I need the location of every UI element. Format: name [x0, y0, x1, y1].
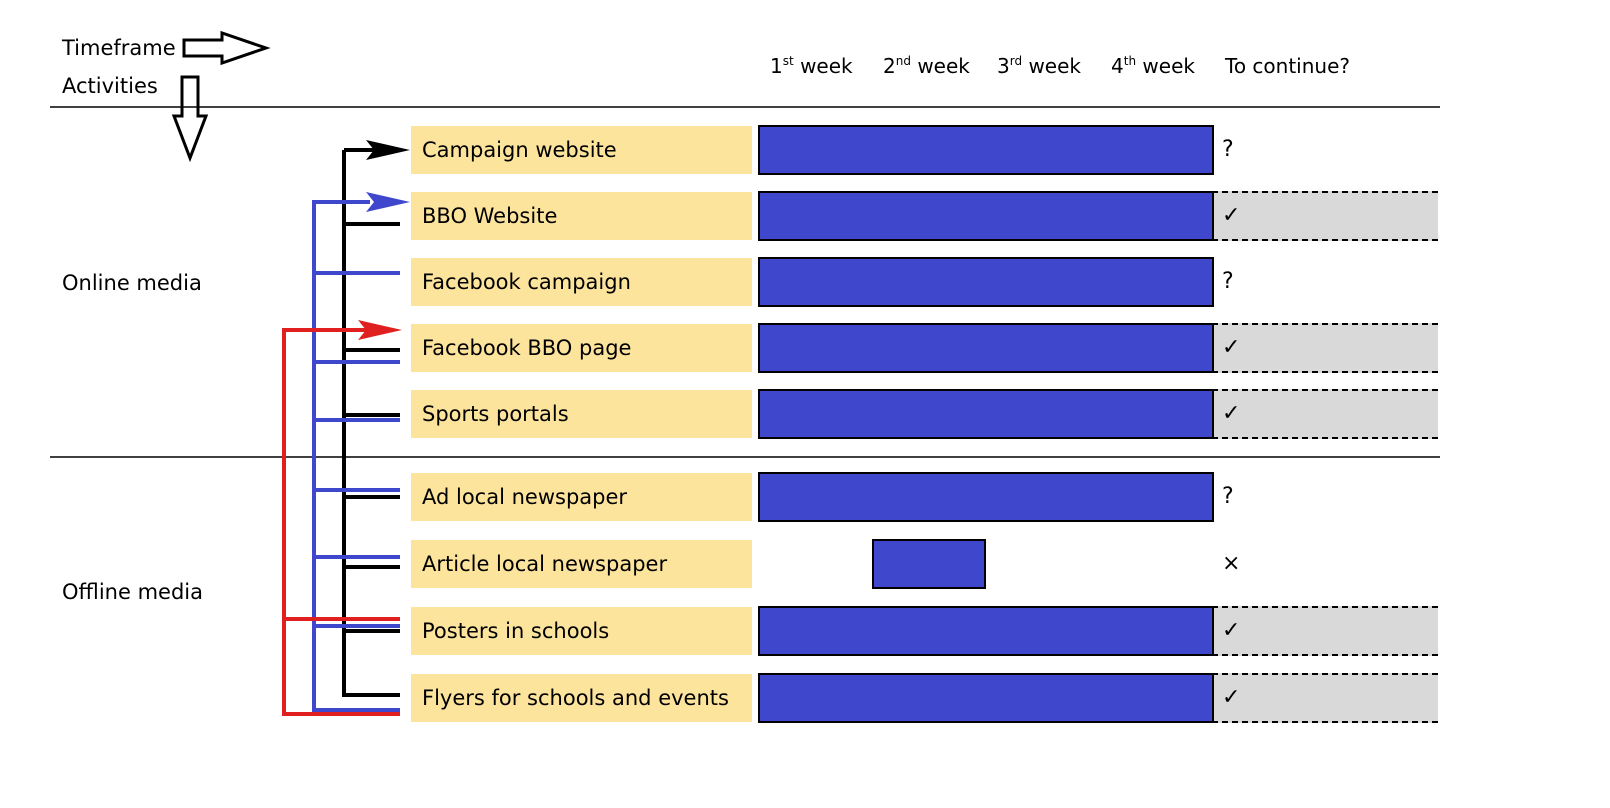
week-header-1: 1st week [770, 54, 853, 78]
timeline-bar [758, 323, 1214, 373]
check-icon: ✓ [1222, 203, 1241, 228]
status-highlight [1212, 673, 1438, 723]
week-header-4: 4th week [1111, 54, 1195, 78]
timeline-bar [872, 539, 986, 589]
check-icon: ✓ [1222, 401, 1241, 426]
activities-label: Activities [62, 74, 158, 98]
question-mark: ? [1222, 484, 1234, 509]
timeframe-arrow-icon [182, 30, 271, 66]
timeline-bar [758, 125, 1214, 175]
activity-label: Ad local newspaper [411, 473, 752, 521]
activity-label: Facebook BBO page [411, 324, 752, 372]
timeline-bar [758, 389, 1214, 439]
timeline-bar [758, 191, 1214, 241]
timeline-bar [758, 472, 1214, 522]
question-mark: ? [1222, 269, 1234, 294]
timeline-bar [758, 257, 1214, 307]
cross-icon: × [1222, 551, 1241, 576]
week-header-3: 3rd week [997, 54, 1081, 78]
activity-label: Flyers for schools and events [411, 674, 752, 722]
check-icon: ✓ [1222, 335, 1241, 360]
blue-arrow-icon [366, 192, 410, 212]
check-icon: ✓ [1222, 618, 1241, 643]
timeline-bar [758, 606, 1214, 656]
activity-label: Posters in schools [411, 607, 752, 655]
activity-label: Facebook campaign [411, 258, 752, 306]
status-highlight [1212, 191, 1438, 241]
activities-arrow-icon [171, 75, 209, 163]
activity-label: Campaign website [411, 126, 752, 174]
activity-label: Sports portals [411, 390, 752, 438]
section-online-media: Online media [62, 271, 202, 295]
red-arrow-icon [358, 320, 402, 340]
check-icon: ✓ [1222, 685, 1241, 710]
status-highlight [1212, 389, 1438, 439]
section-offline-media: Offline media [62, 580, 203, 604]
continue-header: To continue? [1225, 54, 1350, 78]
question-mark: ? [1222, 137, 1234, 162]
activity-label: BBO Website [411, 192, 752, 240]
timeframe-label: Timeframe [62, 36, 176, 60]
week-header-2: 2nd week [883, 54, 970, 78]
activity-label: Article local newspaper [411, 540, 752, 588]
status-highlight [1212, 606, 1438, 656]
connector-lines [282, 140, 410, 716]
status-highlight [1212, 323, 1438, 373]
timeline-bar [758, 673, 1214, 723]
black-arrow-icon [366, 140, 410, 160]
